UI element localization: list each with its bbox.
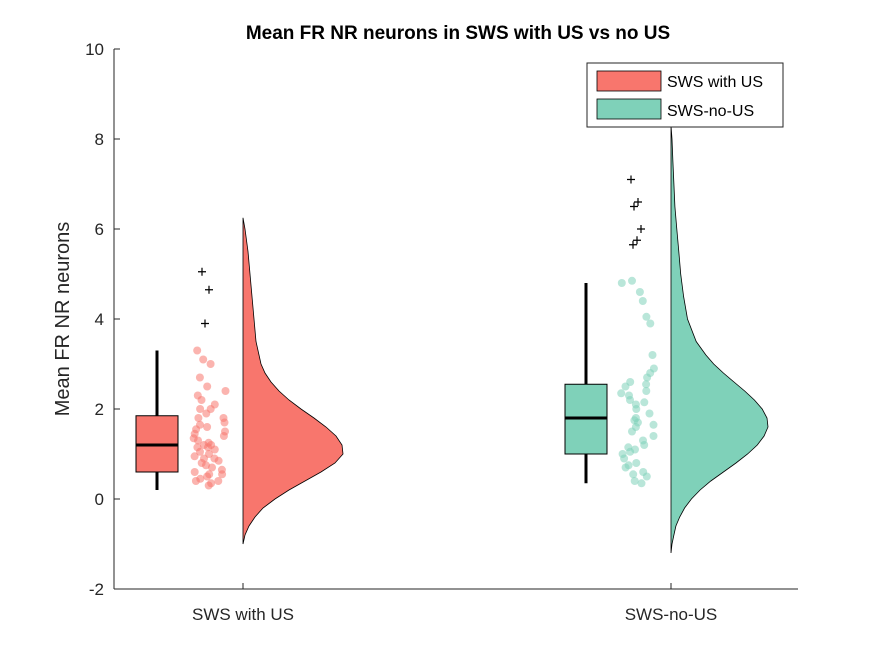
data-point <box>194 414 203 422</box>
outlier-marker <box>637 225 645 233</box>
data-point <box>196 405 205 413</box>
data-point <box>204 443 212 452</box>
data-point <box>635 288 644 296</box>
data-point <box>638 297 647 305</box>
data-point <box>642 387 651 395</box>
data-point <box>205 470 214 479</box>
density-cloud <box>242 217 344 545</box>
data-point <box>637 479 646 488</box>
data-point <box>625 391 633 400</box>
outlier-marker <box>201 319 209 328</box>
y-tick-label: 0 <box>95 490 104 509</box>
legend-label-sws-no-us: SWS-no-US <box>667 103 754 120</box>
data-point <box>630 477 639 485</box>
data-point <box>221 387 230 395</box>
data-point <box>219 414 228 422</box>
data-point <box>193 346 202 355</box>
x-tick-label: SWS with US <box>192 605 294 624</box>
y-tick-label: -2 <box>89 580 104 599</box>
data-point <box>617 279 626 287</box>
plot-area: -2 0 2 4 6 8 10 SWS with US SWS-no-US <box>85 40 798 624</box>
data-point <box>649 364 658 373</box>
data-point <box>628 276 636 285</box>
data-point <box>196 474 205 483</box>
outlier-marker <box>633 236 641 245</box>
data-point <box>193 443 202 452</box>
data-point <box>624 461 633 470</box>
data-point <box>206 360 215 368</box>
data-point <box>640 398 649 407</box>
data-point <box>218 470 227 479</box>
data-point <box>190 468 199 476</box>
legend-label-sws-with-us: SWS with US <box>667 74 763 91</box>
data-point <box>196 420 204 429</box>
data-point <box>199 355 208 364</box>
data-point <box>207 479 216 488</box>
legend: SWS with US SWS-no-US <box>586 62 784 128</box>
legend-swatch-sws-no-us <box>596 98 662 120</box>
outlier-marker <box>627 175 635 184</box>
data-point <box>649 420 658 429</box>
data-point <box>629 470 638 479</box>
data-point <box>210 400 219 409</box>
outlier-marker <box>630 202 638 211</box>
data-point <box>190 452 199 461</box>
x-tick-label: SWS-no-US <box>625 605 718 624</box>
data-point <box>631 400 640 409</box>
data-point <box>648 351 657 359</box>
data-point <box>208 463 216 472</box>
legend-swatch-sws-with-us <box>596 70 662 92</box>
data-point <box>190 429 199 438</box>
data-point <box>642 312 651 321</box>
data-point <box>626 378 635 386</box>
data-point <box>646 319 655 328</box>
outlier-marker <box>205 285 213 294</box>
data-point <box>203 382 212 391</box>
data-point <box>645 409 654 418</box>
data-point <box>642 380 651 389</box>
data-point <box>626 447 635 456</box>
data-point <box>221 427 229 436</box>
y-tick-label: 10 <box>85 40 104 59</box>
y-tick-label: 4 <box>95 310 104 329</box>
chart-title: Mean FR NR neurons in SWS with US vs no … <box>246 23 670 44</box>
data-point <box>617 389 626 398</box>
data-point <box>649 432 658 440</box>
data-point <box>195 373 204 382</box>
outlier-marker <box>198 267 206 276</box>
outlier-marker <box>629 240 637 249</box>
data-point <box>639 436 647 445</box>
data-point <box>203 423 212 431</box>
data-point <box>210 454 219 463</box>
y-tick-label: 6 <box>95 220 104 239</box>
data-point <box>630 416 639 425</box>
data-point <box>200 454 208 463</box>
outlier-marker <box>634 198 642 206</box>
data-point <box>214 477 223 485</box>
data-point <box>618 450 627 458</box>
y-tick-label: 2 <box>95 400 104 419</box>
data-point <box>639 468 648 476</box>
data-point <box>632 459 641 467</box>
y-tick-label: 8 <box>95 130 104 149</box>
density-cloud <box>670 125 769 554</box>
y-axis-title: Mean FR NR neurons <box>52 222 74 417</box>
data-point <box>193 391 202 400</box>
